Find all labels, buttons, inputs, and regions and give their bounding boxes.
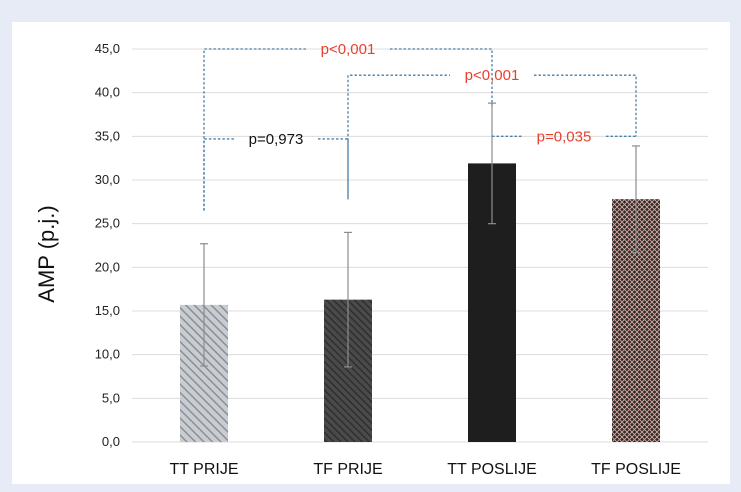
category-label: TT PRIJE [169,461,238,478]
category-label: TF POSLIJE [591,461,681,478]
y-tick-label: 5,0 [102,390,120,405]
y-tick-label: 10,0 [95,347,120,362]
bars [180,163,660,442]
y-axis-ticks: 0,0 5,0 10,0 15,0 20,0 25,0 30,0 35,0 40,0 45,0 [95,41,120,449]
chart-frame: 0,0 5,0 10,0 15,0 20,0 25,0 30,0 35,0 40,0 45,0 A… [12,22,730,484]
y-tick-label: 45,0 [95,41,120,56]
p-value-label: p<0,001 [321,41,376,58]
y-tick-label: 25,0 [95,216,120,231]
amp-bar-chart: 0,0 5,0 10,0 15,0 20,0 25,0 30,0 35,0 40,0 45,0 A… [34,41,708,478]
error-bars [200,102,640,368]
category-label: TF PRIJE [313,461,382,478]
category-label: TT POSLIJE [447,461,537,478]
bracket-right-0 [390,48,493,106]
x-axis-categories: TT PRIJE TF PRIJE TT POSLIJE TF POSLIJE [169,461,680,478]
y-axis-label: AMP (p.j.) [34,205,59,302]
bracket-left-1 [203,138,234,211]
bracket-left-0 [203,48,306,211]
y-tick-label: 20,0 [95,259,120,274]
p-value-label: p=0,973 [249,131,304,148]
p-value-label: p<0,001 [465,67,520,84]
y-tick-label: 15,0 [95,303,120,318]
y-tick-label: 35,0 [95,128,120,143]
y-tick-label: 40,0 [95,85,120,100]
bracket-right-2 [534,74,637,137]
p-value-label: p=0,035 [537,128,592,145]
y-tick-label: 0,0 [102,434,120,449]
bracket-left-2 [347,74,450,200]
bracket-right-1 [318,138,349,200]
significance-brackets: p<0,001 p=0,973 p<0,001 p=0,035 [203,41,637,211]
y-tick-label: 30,0 [95,172,120,187]
